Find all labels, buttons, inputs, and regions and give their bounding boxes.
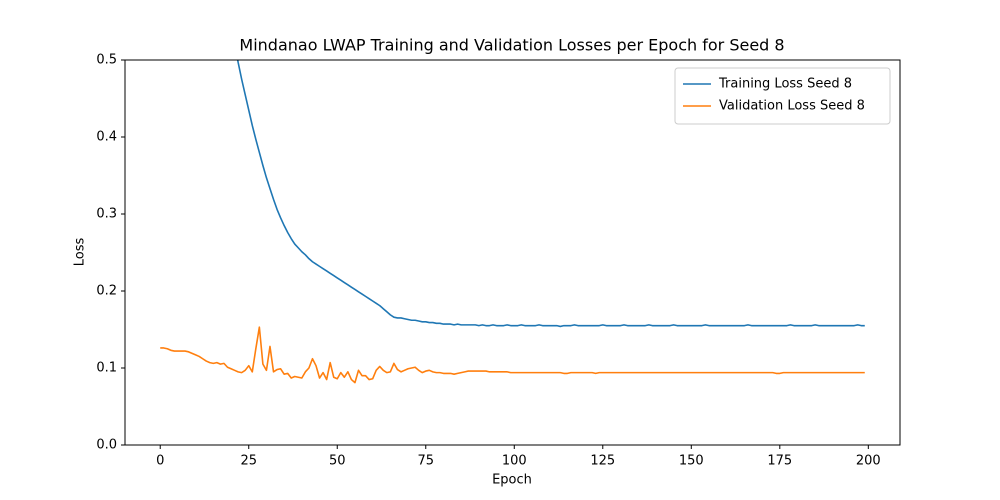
y-axis-label: Loss — [73, 238, 88, 267]
y-tick-label: 0.4 — [96, 130, 117, 145]
x-tick-label: 25 — [240, 454, 257, 469]
y-tick-label: 0.2 — [96, 284, 117, 299]
y-tick-label: 0.5 — [96, 53, 117, 68]
x-tick-label: 100 — [502, 454, 527, 469]
plot-area — [160, 60, 865, 384]
y-tick-label: 0.0 — [96, 438, 117, 453]
x-tick-label: 0 — [156, 454, 164, 469]
legend-label: Training Loss Seed 8 — [718, 77, 852, 92]
axes-frame — [124, 59, 901, 446]
series-line — [160, 326, 865, 384]
x-tick-label: 150 — [679, 454, 704, 469]
x-tick-label: 175 — [767, 454, 792, 469]
x-axis-label: Epoch — [492, 473, 532, 488]
x-tick-label: 125 — [590, 454, 615, 469]
x-tick-label: 75 — [417, 454, 434, 469]
x-tick-label: 200 — [856, 454, 881, 469]
y-tick-label: 0.3 — [96, 207, 117, 222]
legend-label: Validation Loss Seed 8 — [719, 99, 865, 114]
chart-title: Mindanao LWAP Training and Validation Lo… — [239, 36, 784, 55]
x-tick-label: 50 — [329, 454, 346, 469]
legend-box — [674, 67, 891, 125]
series-line — [236, 60, 865, 328]
y-tick-label: 0.1 — [96, 361, 117, 376]
